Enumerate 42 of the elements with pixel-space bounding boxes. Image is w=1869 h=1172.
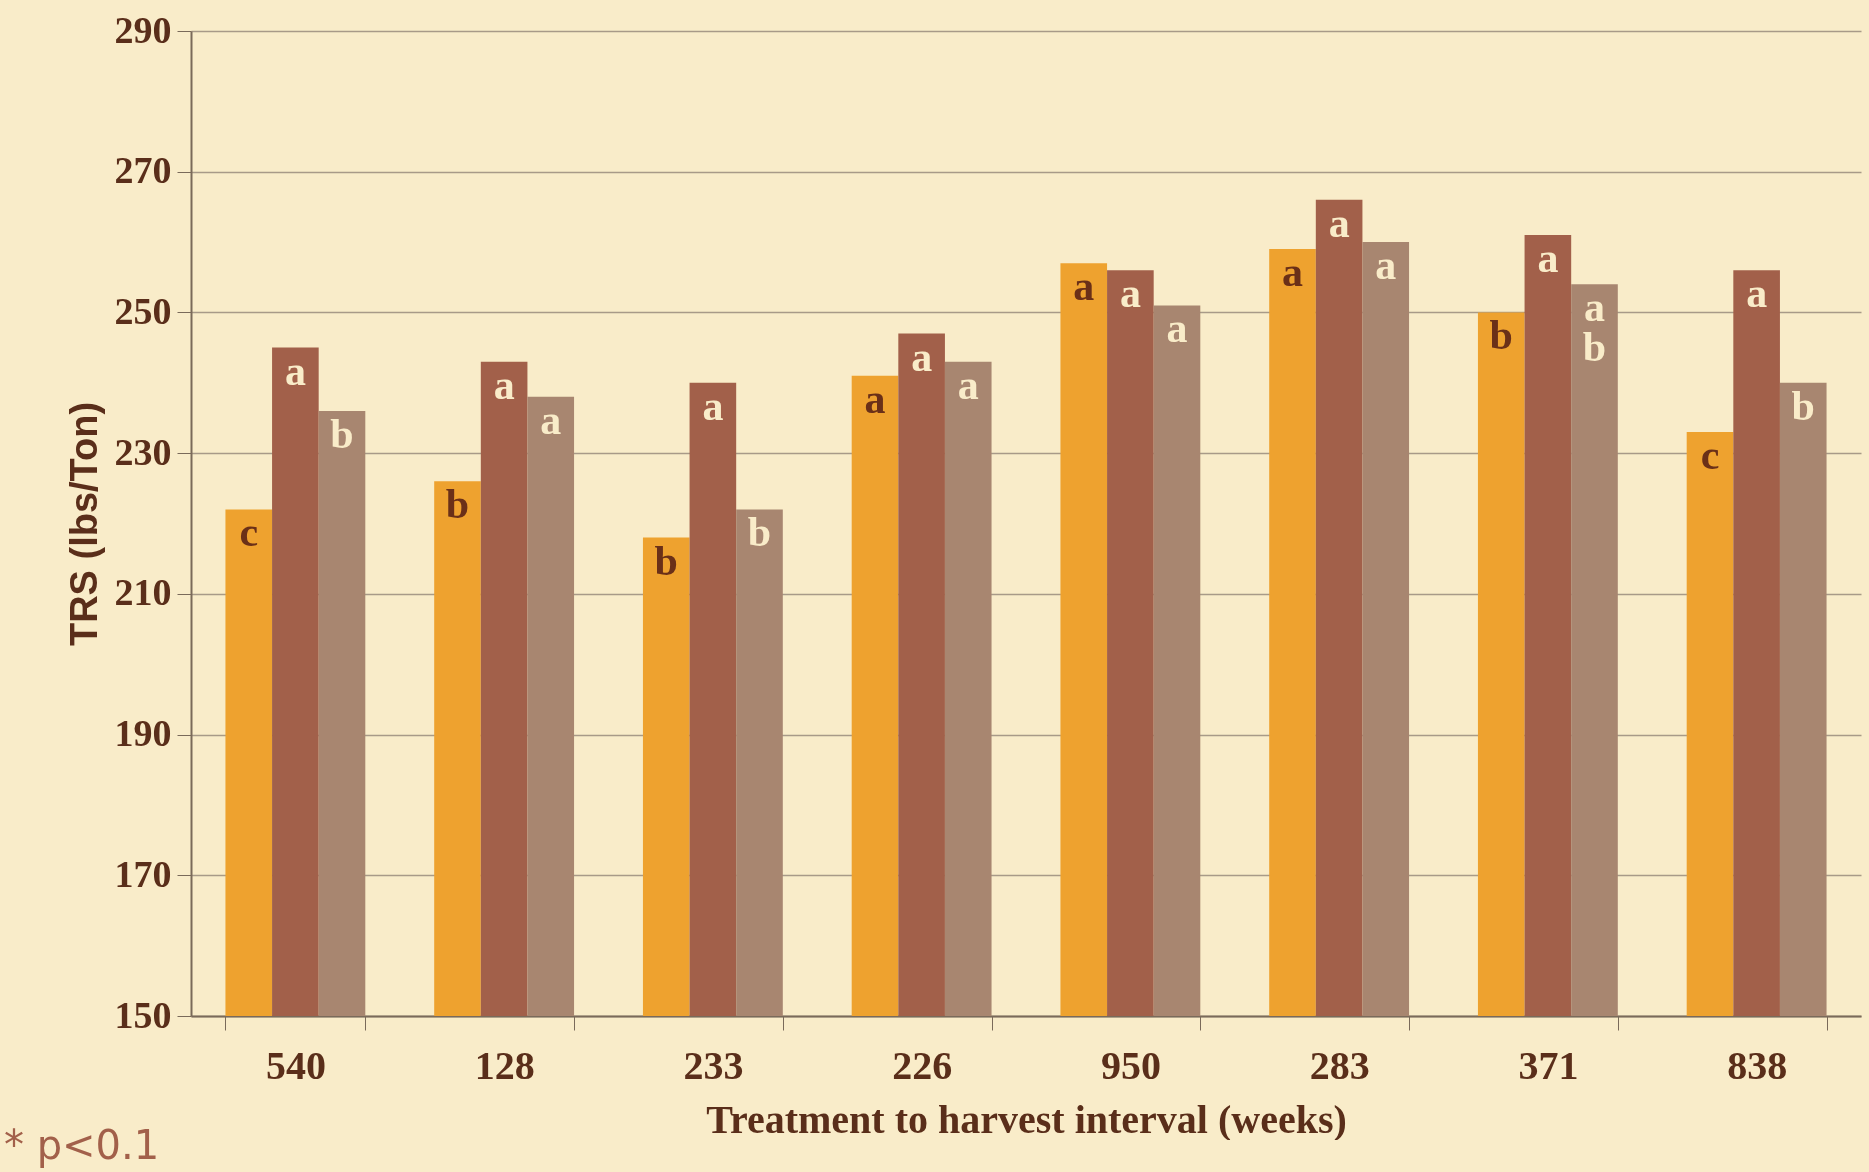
data-label: a <box>284 347 306 394</box>
data-label: a <box>493 361 515 408</box>
x-tick-label: 838 <box>1727 1042 1788 1088</box>
data-label: a <box>1328 199 1350 246</box>
y-tick-label: 230 <box>114 430 172 473</box>
y-tick-label: 170 <box>114 852 172 895</box>
y-tick-label: 270 <box>114 149 172 192</box>
y-tick-label: 150 <box>114 993 172 1036</box>
y-tick-label: 250 <box>114 289 172 332</box>
x-tick-label: 950 <box>1100 1042 1161 1088</box>
data-label: a <box>1073 263 1095 310</box>
y-tick-label: 210 <box>114 571 172 614</box>
data-label: c <box>1700 432 1720 479</box>
data-label: b <box>445 481 470 528</box>
data-label: a <box>1166 305 1188 352</box>
y-tick-label: 290 <box>114 8 172 51</box>
text: * p<0.1 <box>4 1122 160 1168</box>
x-tick-label: 371 <box>1518 1042 1579 1088</box>
x-tick-label: 233 <box>683 1042 744 1088</box>
data-label: a b <box>1582 284 1607 371</box>
data-label: c <box>239 509 259 556</box>
x-tick-label: 128 <box>474 1042 535 1088</box>
data-label: a <box>1119 270 1141 317</box>
data-label: a <box>540 396 562 443</box>
data-label: b <box>654 537 678 584</box>
data-label: a <box>864 375 886 422</box>
data-label: b <box>330 410 354 457</box>
data-label: a <box>702 382 724 429</box>
x-tick-label: 226 <box>892 1042 953 1088</box>
data-label: a <box>957 361 979 408</box>
data-label: a <box>911 333 933 380</box>
data-label: a <box>1375 242 1397 289</box>
data-label: a <box>1746 270 1768 317</box>
data-label: b <box>747 509 772 556</box>
y-tick-label: 190 <box>114 712 172 755</box>
data-label: b <box>1489 312 1513 359</box>
x-tick-label: 283 <box>1309 1042 1370 1088</box>
x-tick-label: 540 <box>265 1042 326 1088</box>
data-label: a <box>1282 249 1303 296</box>
data-label: a <box>1537 235 1559 282</box>
y-axis-title: TRS (lbs/Ton) <box>62 401 105 647</box>
data-label: b <box>1791 382 1815 429</box>
